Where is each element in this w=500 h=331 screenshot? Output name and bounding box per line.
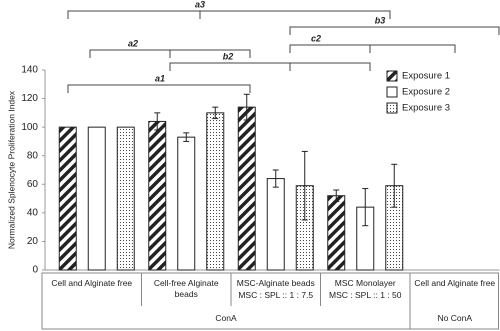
table-border bbox=[41, 272, 499, 330]
legend-swatch bbox=[386, 86, 398, 98]
y-axis-label: Normalized Splenocyte Proliferation Inde… bbox=[6, 90, 16, 249]
category-ratio: MSC : SPL :: 1 : 50 bbox=[329, 290, 402, 300]
y-tick-label: 140 bbox=[21, 65, 38, 76]
category-label: MSC Monolayer bbox=[334, 278, 396, 288]
group-label: No ConA bbox=[437, 313, 473, 323]
bracket bbox=[67, 84, 251, 93]
bar bbox=[116, 126, 135, 271]
category-label: Cell-free Alginate beads bbox=[153, 278, 219, 299]
annotation-label: c2 bbox=[311, 33, 321, 43]
error-bar bbox=[243, 93, 250, 121]
y-tick-label: 80 bbox=[27, 150, 39, 161]
annotation-label: a3 bbox=[195, 0, 205, 9]
legend-swatch bbox=[386, 70, 398, 82]
bar bbox=[237, 106, 256, 271]
y-tick-label: 0 bbox=[32, 265, 38, 276]
y-tick-label: 60 bbox=[27, 179, 39, 190]
group-label: ConA bbox=[215, 313, 237, 323]
category-label: Cell and Alginate free bbox=[414, 278, 496, 288]
bracket bbox=[67, 10, 391, 19]
bracket bbox=[289, 44, 456, 53]
error-bar bbox=[212, 106, 219, 120]
annotation-label: b3 bbox=[375, 15, 386, 25]
y-tick-label: 40 bbox=[27, 207, 39, 218]
category-label: Cell and Alginate free bbox=[51, 278, 133, 288]
legend-label: Exposure 2 bbox=[402, 87, 450, 98]
category-label: MSC-Alginate beads bbox=[236, 278, 315, 288]
error-bar bbox=[272, 169, 279, 188]
legend-swatch bbox=[386, 102, 398, 114]
annotation-label: a1 bbox=[155, 73, 165, 83]
error-bar bbox=[183, 132, 190, 142]
error-bar bbox=[362, 188, 369, 227]
bracket bbox=[289, 26, 500, 35]
bar bbox=[87, 126, 106, 271]
bar bbox=[58, 126, 77, 271]
y-tick-label: 100 bbox=[21, 122, 38, 133]
y-tick-label: 120 bbox=[21, 93, 38, 104]
bar bbox=[327, 195, 346, 271]
error-bar bbox=[333, 189, 340, 202]
bar bbox=[266, 178, 285, 271]
annotation-label: b2 bbox=[223, 51, 234, 61]
bar bbox=[206, 112, 225, 271]
error-bar bbox=[391, 163, 398, 208]
y-tick-label: 20 bbox=[27, 236, 39, 247]
annotation-label: a2 bbox=[128, 38, 138, 48]
bar bbox=[148, 120, 167, 271]
bracket bbox=[169, 62, 371, 71]
error-bar bbox=[301, 150, 308, 221]
legend-label: Exposure 3 bbox=[402, 103, 450, 114]
category-ratio: MSC : SPL :: 1 : 7.5 bbox=[238, 290, 314, 300]
legend-label: Exposure 1 bbox=[402, 71, 450, 82]
error-bar bbox=[154, 112, 161, 131]
bar bbox=[177, 136, 196, 271]
